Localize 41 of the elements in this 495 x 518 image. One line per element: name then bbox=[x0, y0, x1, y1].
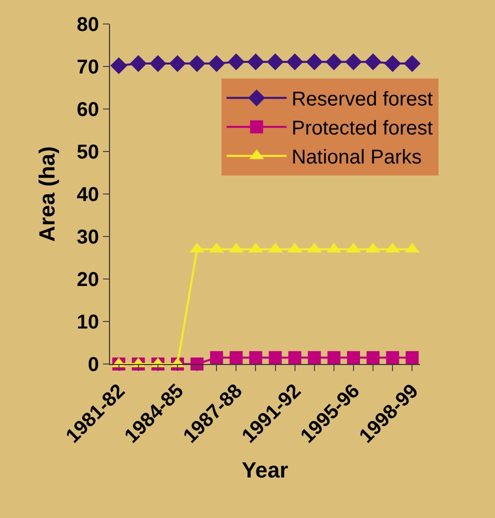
point bbox=[404, 55, 421, 72]
point bbox=[325, 53, 342, 70]
y-tick-label: 30 bbox=[76, 226, 99, 248]
point bbox=[327, 351, 340, 364]
point bbox=[364, 53, 382, 70]
x-axis-title: Year bbox=[242, 457, 289, 482]
y-axis-title: Area (ha) bbox=[34, 146, 60, 242]
y-tick-label: 50 bbox=[76, 142, 99, 164]
y-tick-label: 10 bbox=[76, 312, 99, 334]
y-tick-label: 40 bbox=[76, 184, 99, 206]
point bbox=[110, 57, 128, 74]
point bbox=[306, 53, 323, 70]
point bbox=[286, 53, 304, 70]
point bbox=[345, 53, 362, 70]
legend-label: National Parks bbox=[292, 146, 422, 169]
y-tick-label: 70 bbox=[76, 56, 99, 78]
point bbox=[366, 351, 380, 364]
point bbox=[266, 53, 284, 70]
point bbox=[149, 55, 166, 72]
point bbox=[228, 53, 245, 70]
point bbox=[188, 55, 206, 72]
point bbox=[247, 53, 264, 70]
point bbox=[406, 351, 419, 364]
point bbox=[208, 55, 226, 72]
point bbox=[268, 351, 282, 364]
y-tick-label: 0 bbox=[88, 354, 99, 376]
point bbox=[384, 55, 402, 72]
y-tick-label: 60 bbox=[76, 99, 99, 121]
y-tick-label: 20 bbox=[76, 269, 99, 291]
y-tick-label: 80 bbox=[76, 14, 99, 36]
point bbox=[130, 55, 147, 72]
point bbox=[169, 55, 186, 72]
point bbox=[386, 351, 400, 364]
point bbox=[347, 351, 360, 364]
point bbox=[210, 351, 224, 364]
legend-label: Protected forest bbox=[292, 118, 434, 140]
point bbox=[308, 351, 321, 364]
legend-label: Reserved forest bbox=[292, 88, 434, 111]
point bbox=[249, 351, 262, 364]
point bbox=[230, 351, 243, 364]
point bbox=[288, 351, 302, 364]
